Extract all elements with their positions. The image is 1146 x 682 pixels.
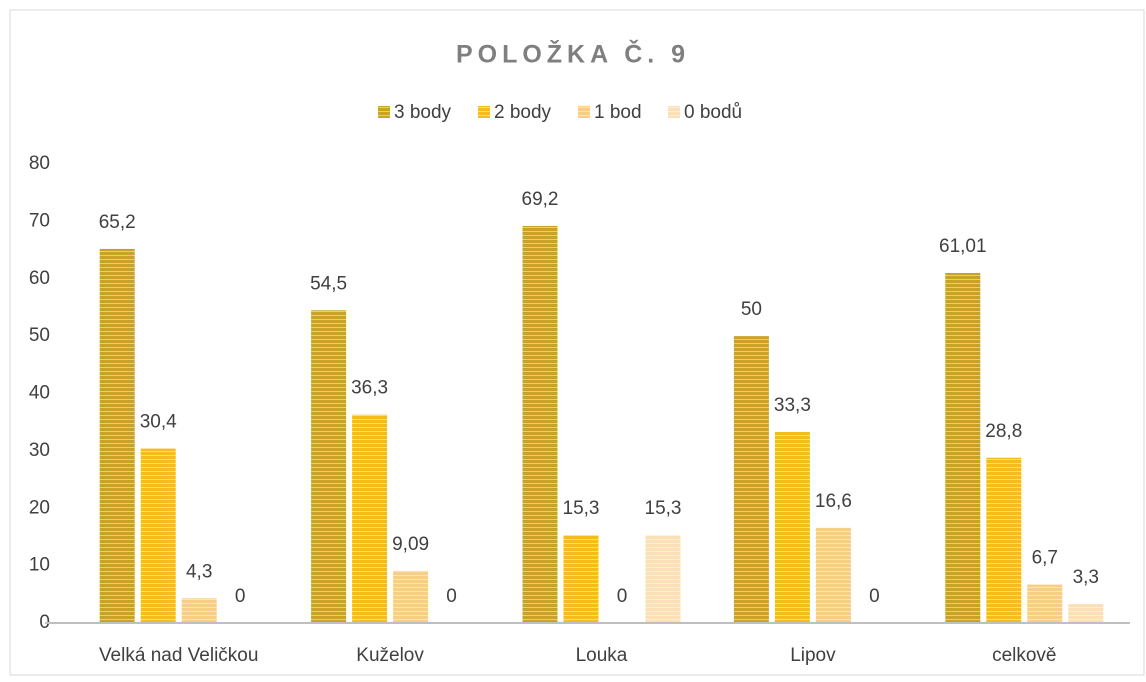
bar (733, 336, 769, 623)
data-label: 15,3 (645, 498, 682, 519)
data-label: 30,4 (140, 412, 177, 433)
bar (140, 448, 176, 623)
bar (99, 248, 135, 624)
data-label: 69,2 (522, 189, 559, 210)
bar (393, 570, 429, 623)
x-tick-label: celkově (992, 645, 1056, 666)
legend-swatch (668, 106, 680, 118)
data-label: 65,2 (99, 212, 136, 233)
data-label: 54,5 (310, 273, 347, 294)
data-label: 61,01 (939, 236, 987, 257)
chart-title: POLOŽKA Č. 9 (456, 39, 690, 69)
x-tick-label: Kuželov (356, 645, 424, 666)
bar (311, 310, 347, 623)
data-label: 9,09 (392, 534, 429, 555)
x-tick-label: Velká nad Veličkou (99, 645, 259, 666)
x-tick-label: Lipov (790, 645, 836, 666)
legend-swatch (378, 106, 390, 118)
bar (815, 527, 851, 623)
bar (352, 414, 388, 623)
bar (1027, 584, 1063, 623)
data-label: 0 (235, 586, 246, 607)
y-tick-label: 50 (29, 325, 50, 346)
legend-swatch (478, 106, 490, 118)
y-tick-label: 30 (29, 440, 50, 461)
y-tick-label: 60 (29, 268, 50, 289)
legend-label: 3 body (394, 102, 452, 123)
x-tick-label: Louka (576, 645, 628, 666)
data-label: 15,3 (563, 498, 600, 519)
bar (986, 457, 1022, 623)
legend-label: 1 bod (594, 102, 642, 123)
y-tick-label: 70 (29, 210, 50, 231)
bar (563, 535, 599, 623)
data-label: 16,6 (815, 491, 852, 512)
legend-label: 0 bodů (684, 102, 742, 123)
bar (1068, 604, 1104, 623)
bar (522, 225, 558, 623)
bar (774, 431, 810, 623)
legend-label: 2 body (494, 102, 552, 123)
data-label: 28,8 (985, 421, 1022, 442)
data-label: 3,3 (1073, 567, 1099, 588)
legend-swatch (578, 106, 590, 118)
bar (645, 535, 681, 623)
data-label: 0 (869, 586, 880, 607)
data-label: 50 (741, 299, 762, 320)
data-label: 0 (446, 586, 457, 607)
data-label: 36,3 (351, 378, 388, 399)
y-tick-label: 10 (29, 555, 50, 576)
bar (181, 598, 217, 623)
data-label: 0 (617, 586, 628, 607)
data-label: 33,3 (774, 395, 811, 416)
y-tick-label: 0 (39, 612, 50, 633)
y-tick-label: 80 (29, 153, 50, 174)
data-label: 6,7 (1032, 548, 1058, 569)
y-tick-label: 20 (29, 497, 50, 518)
y-tick-label: 40 (29, 383, 50, 404)
data-label: 4,3 (186, 561, 212, 582)
bar (945, 272, 981, 623)
